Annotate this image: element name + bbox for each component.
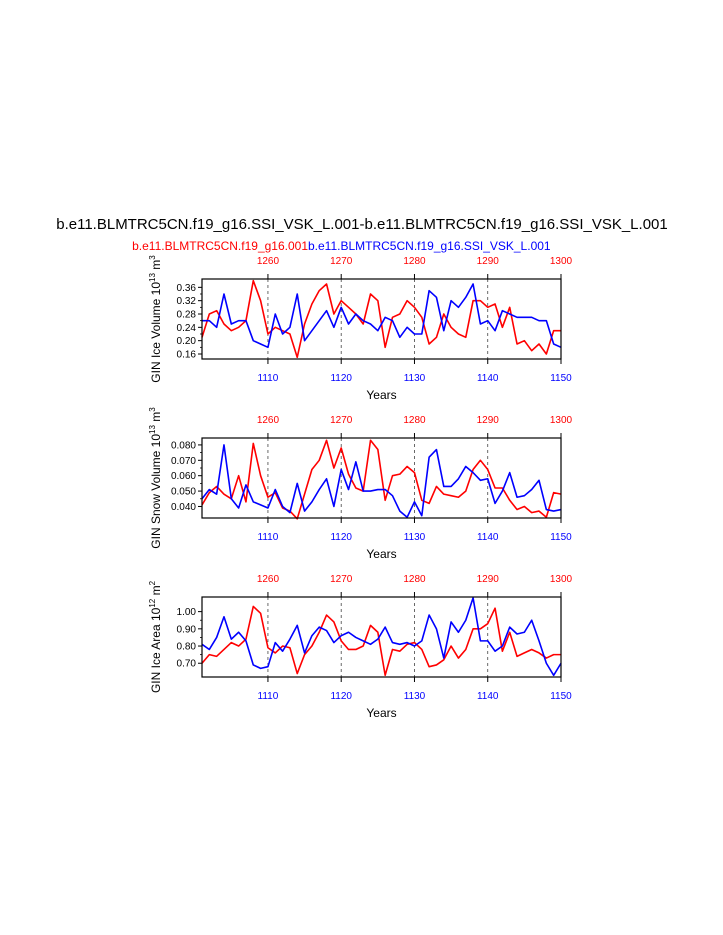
plot-frame xyxy=(201,278,562,360)
series-line-blue xyxy=(201,444,562,519)
x-tick-label-top: 1300 xyxy=(550,415,573,426)
x-tick-label-bottom: 1140 xyxy=(477,691,499,702)
x-tick-label-bottom: 1130 xyxy=(404,373,426,384)
y-tick-label: 0.36 xyxy=(177,283,197,294)
case-blue-label: b.e11.BLMTRC5CN.f19_g16.SSI_VSK_L.001 xyxy=(308,239,551,253)
plot-frame xyxy=(201,437,562,519)
panels: 0.16 0.20 0.24 0.28 0.32 0.36 1110 1120 1130 1140… xyxy=(148,255,573,720)
y-tick-label: 0.16 xyxy=(177,350,197,361)
y-tick-label: 0.040 xyxy=(171,502,196,513)
x-tick-label-top: 1260 xyxy=(257,415,280,426)
chart-panel-1: 0.16 0.20 0.24 0.28 0.32 0.36 1110 1120 1130 1140… xyxy=(148,255,573,402)
x-tick-label-bottom: 1110 xyxy=(258,691,279,702)
y-tick-label: 0.70 xyxy=(177,659,197,670)
chart-panel-2: 0.040 0.050 0.060 0.070 0.080 1110 1120 1130 114… xyxy=(148,407,573,561)
series-line-blue xyxy=(201,597,562,677)
x-tick-label-top: 1290 xyxy=(477,415,500,426)
x-tick-label-bottom: 1130 xyxy=(404,532,426,543)
x-axis-label: Years xyxy=(366,706,396,720)
y-tick-label: 0.80 xyxy=(177,642,197,653)
x-tick-label-top: 1260 xyxy=(257,256,280,267)
y-tick-label: 0.080 xyxy=(171,440,196,451)
y-tick-label: 0.070 xyxy=(171,456,196,467)
x-tick-label-top: 1270 xyxy=(330,415,353,426)
x-tick-label-bottom: 1150 xyxy=(550,532,572,543)
y-tick-label: 0.20 xyxy=(177,336,197,347)
y-tick-label: 0.050 xyxy=(171,487,196,498)
x-tick-label-top: 1260 xyxy=(257,574,280,585)
x-tick-label-bottom: 1130 xyxy=(404,691,426,702)
y-axis-label: GIN Ice Volume 1013 m3 xyxy=(148,255,163,383)
chart-panel-3: 0.70 0.80 0.90 1.00 1110 1120 1130 1140 1150 1260… xyxy=(148,574,573,720)
x-tick-label-bottom: 1140 xyxy=(477,373,499,384)
x-tick-label-top: 1280 xyxy=(403,574,426,585)
y-axis-label: GIN Snow Volume 1013 m3 xyxy=(148,407,163,549)
x-tick-label-top: 1300 xyxy=(550,574,573,585)
series-line-red xyxy=(201,279,561,359)
x-axis-label: Years xyxy=(366,547,396,561)
y-tick-label: 0.24 xyxy=(177,323,197,334)
x-tick-label-top: 1290 xyxy=(477,256,500,267)
x-tick-label-top: 1270 xyxy=(330,256,353,267)
x-tick-label-bottom: 1120 xyxy=(330,532,352,543)
y-tick-label: 0.32 xyxy=(177,296,197,307)
series-line-red xyxy=(201,439,562,520)
figure-title: b.e11.BLMTRC5CN.f19_g16.SSI_VSK_L.001-b.… xyxy=(56,216,667,233)
x-tick-label-top: 1300 xyxy=(550,256,573,267)
x-tick-label-bottom: 1120 xyxy=(330,691,352,702)
x-tick-label-bottom: 1140 xyxy=(477,532,499,543)
x-tick-label-top: 1280 xyxy=(403,415,426,426)
plot-frame xyxy=(201,596,562,678)
x-axis-label: Years xyxy=(366,388,396,402)
x-tick-label-top: 1290 xyxy=(477,574,500,585)
y-axis-label: GIN Ice Area 1012 m2 xyxy=(148,580,163,693)
x-tick-label-bottom: 1110 xyxy=(258,373,279,384)
y-tick-label: 0.90 xyxy=(177,624,197,635)
series-line-blue xyxy=(202,283,562,349)
y-tick-label: 0.060 xyxy=(171,471,196,482)
y-tick-label: 0.28 xyxy=(177,310,197,321)
series-line-red xyxy=(201,605,561,677)
x-tick-label-bottom: 1110 xyxy=(258,532,279,543)
x-tick-label-top: 1270 xyxy=(330,574,353,585)
case-red-label: b.e11.BLMTRC5CN.f19_g16.001 xyxy=(132,239,308,253)
x-tick-label-bottom: 1120 xyxy=(330,373,352,384)
x-tick-label-bottom: 1150 xyxy=(550,691,572,702)
x-tick-label-bottom: 1150 xyxy=(550,373,572,384)
y-tick-label: 1.00 xyxy=(177,607,197,618)
x-tick-label-top: 1280 xyxy=(403,256,426,267)
